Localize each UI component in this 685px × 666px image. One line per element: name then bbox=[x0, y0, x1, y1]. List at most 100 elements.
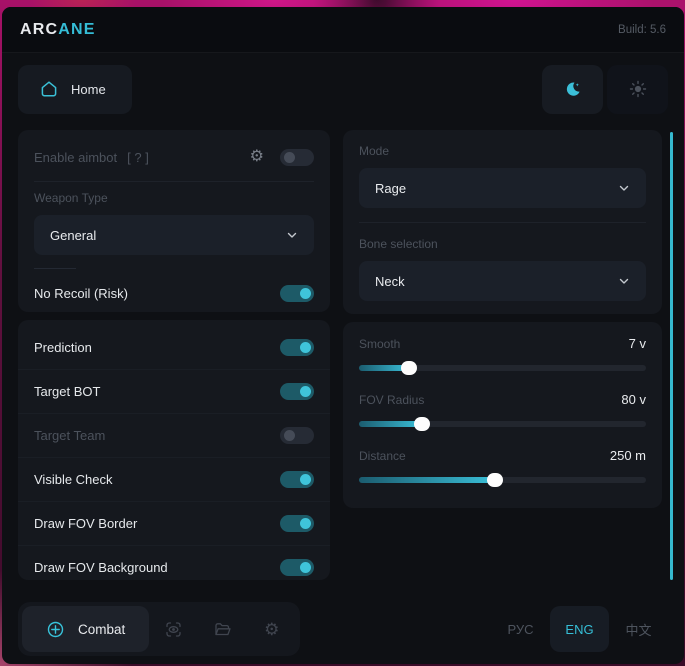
tab-visuals[interactable] bbox=[149, 606, 198, 652]
toggle-row-draw-fov-border: Draw FOV Border bbox=[18, 501, 330, 545]
distance-slider-block: Distance 250 m bbox=[359, 448, 646, 487]
distance-value: 250 m bbox=[609, 448, 646, 463]
app-logo: ARCANE bbox=[20, 21, 96, 39]
lang-zh-button[interactable]: 中文 bbox=[625, 622, 652, 638]
toggle-label: Draw FOV Border bbox=[34, 516, 138, 531]
target-bot-toggle[interactable] bbox=[280, 383, 314, 400]
sun-icon bbox=[629, 80, 646, 98]
bone-selection-label: Bone selection bbox=[359, 237, 438, 251]
section-tabs: Combat bbox=[18, 602, 301, 656]
prediction-toggle[interactable] bbox=[280, 338, 314, 356]
footer-bar: Combat bbox=[18, 602, 668, 656]
visible-check-toggle[interactable] bbox=[280, 471, 314, 488]
slider-header: FOV Radius 80 v bbox=[359, 392, 646, 407]
distance-slider[interactable] bbox=[359, 473, 646, 487]
theme-toggle-group bbox=[542, 64, 668, 114]
toggle-row-visible-check: Visible Check bbox=[18, 457, 330, 501]
nav-bar: Home bbox=[2, 53, 684, 125]
enable-aimbot-row: Enable aimbot [ ? ] ⚙ bbox=[34, 142, 314, 172]
right-column: Mode Rage Bone selection Neck bbox=[343, 130, 662, 580]
left-column: Enable aimbot [ ? ] ⚙ Weapon Type Genera… bbox=[18, 130, 330, 580]
aimbot-settings-gear-icon[interactable]: ⚙ bbox=[249, 148, 264, 165]
toggle-label: Visible Check bbox=[34, 472, 113, 487]
toggle-knob bbox=[300, 518, 311, 529]
target-team-toggle[interactable] bbox=[280, 427, 314, 444]
smooth-slider[interactable] bbox=[359, 361, 646, 375]
mode-dropdown[interactable]: Rage bbox=[359, 168, 646, 208]
no-recoil-toggle[interactable] bbox=[280, 285, 314, 302]
build-version: Build: 5.6 bbox=[618, 23, 666, 36]
tab-settings[interactable]: ⚙ bbox=[247, 606, 296, 652]
enable-aimbot-label: Enable aimbot bbox=[34, 149, 118, 165]
toggle-row-prediction: Prediction bbox=[18, 325, 330, 369]
moon-icon bbox=[566, 82, 580, 96]
home-icon bbox=[41, 81, 57, 97]
toggle-knob bbox=[300, 386, 311, 397]
slider-fill bbox=[359, 361, 418, 375]
toggle-label: Target Team bbox=[34, 428, 106, 443]
fov-radius-label: FOV Radius bbox=[359, 393, 425, 407]
fov-radius-value: 80 v bbox=[621, 392, 646, 407]
slider-thumb[interactable] bbox=[414, 417, 431, 431]
gear-icon: ⚙ bbox=[264, 619, 280, 639]
smooth-slider-block: Smooth 7 v bbox=[359, 336, 646, 375]
toggle-knob bbox=[300, 562, 311, 573]
home-button[interactable]: Home bbox=[18, 64, 132, 114]
app-window: ARCANE Build: 5.6 Home bbox=[2, 7, 684, 664]
aimbot-card: Enable aimbot [ ? ] ⚙ Weapon Type Genera… bbox=[18, 130, 330, 312]
logo-prefix: ARC bbox=[20, 20, 59, 38]
toggle-knob bbox=[300, 474, 311, 485]
toggle-knob bbox=[284, 430, 295, 441]
slider-thumb[interactable] bbox=[401, 361, 418, 375]
divider bbox=[34, 181, 314, 182]
targeting-card: Mode Rage Bone selection Neck bbox=[343, 130, 662, 314]
enable-aimbot-toggle[interactable] bbox=[280, 148, 314, 166]
aimbot-help-hint[interactable]: [ ? ] bbox=[127, 149, 149, 165]
draw-fov-border-toggle[interactable] bbox=[280, 515, 314, 532]
draw-fov-background-toggle[interactable] bbox=[280, 559, 314, 576]
slider-header: Distance 250 m bbox=[359, 448, 646, 463]
crosshair-icon bbox=[47, 621, 64, 637]
toggle-row-target-bot: Target BOT bbox=[18, 369, 330, 413]
no-recoil-row: No Recoil (Risk) bbox=[34, 285, 314, 302]
toggle-row-draw-fov-background: Draw FOV Background bbox=[18, 545, 330, 580]
tab-combat[interactable]: Combat bbox=[22, 606, 150, 652]
logo-suffix: ANE bbox=[58, 20, 96, 38]
mode-value: Rage bbox=[375, 180, 407, 196]
smooth-label: Smooth bbox=[359, 337, 401, 351]
fov-radius-slider[interactable] bbox=[359, 417, 646, 431]
bone-selection-value: Neck bbox=[375, 273, 405, 289]
lang-eng-button[interactable]: ENG bbox=[550, 606, 609, 652]
enable-aimbot-labels: Enable aimbot [ ? ] bbox=[34, 150, 149, 165]
distance-label: Distance bbox=[359, 449, 406, 463]
weapon-type-dropdown[interactable]: General bbox=[34, 215, 314, 255]
sliders-card: Smooth 7 v FOV Radius 80 v bbox=[343, 322, 662, 508]
slider-thumb[interactable] bbox=[487, 473, 504, 487]
lang-rus-button[interactable]: РУС bbox=[507, 621, 534, 637]
scrollbar[interactable] bbox=[670, 132, 673, 580]
toggle-knob bbox=[300, 288, 311, 299]
chevron-down-icon bbox=[287, 232, 297, 238]
weapon-type-value: General bbox=[50, 227, 97, 243]
aimbot-options-card: Prediction Target BOT Target Team Visibl… bbox=[18, 320, 330, 580]
chevron-down-icon bbox=[619, 278, 629, 284]
language-switcher: РУС ENG 中文 bbox=[491, 606, 668, 652]
no-recoil-label: No Recoil (Risk) bbox=[34, 286, 128, 301]
enable-aimbot-controls: ⚙ bbox=[249, 148, 314, 166]
folder-open-icon bbox=[215, 622, 231, 635]
bone-selection-dropdown[interactable]: Neck bbox=[359, 261, 646, 301]
mode-label: Mode bbox=[359, 144, 390, 158]
tab-combat-label: Combat bbox=[78, 621, 126, 637]
title-bar: ARCANE Build: 5.6 bbox=[2, 7, 684, 53]
dark-mode-button[interactable] bbox=[542, 64, 603, 114]
home-label: Home bbox=[71, 81, 106, 97]
divider-short bbox=[34, 268, 76, 269]
light-mode-button[interactable] bbox=[607, 64, 668, 114]
slider-header: Smooth 7 v bbox=[359, 336, 646, 351]
tab-configs[interactable] bbox=[198, 606, 247, 652]
toggle-row-target-team: Target Team bbox=[18, 413, 330, 457]
eye-scan-icon bbox=[166, 621, 181, 637]
toggle-label: Prediction bbox=[34, 339, 92, 355]
toggle-label: Target BOT bbox=[34, 384, 101, 399]
main-content: Enable aimbot [ ? ] ⚙ Weapon Type Genera… bbox=[2, 125, 684, 580]
